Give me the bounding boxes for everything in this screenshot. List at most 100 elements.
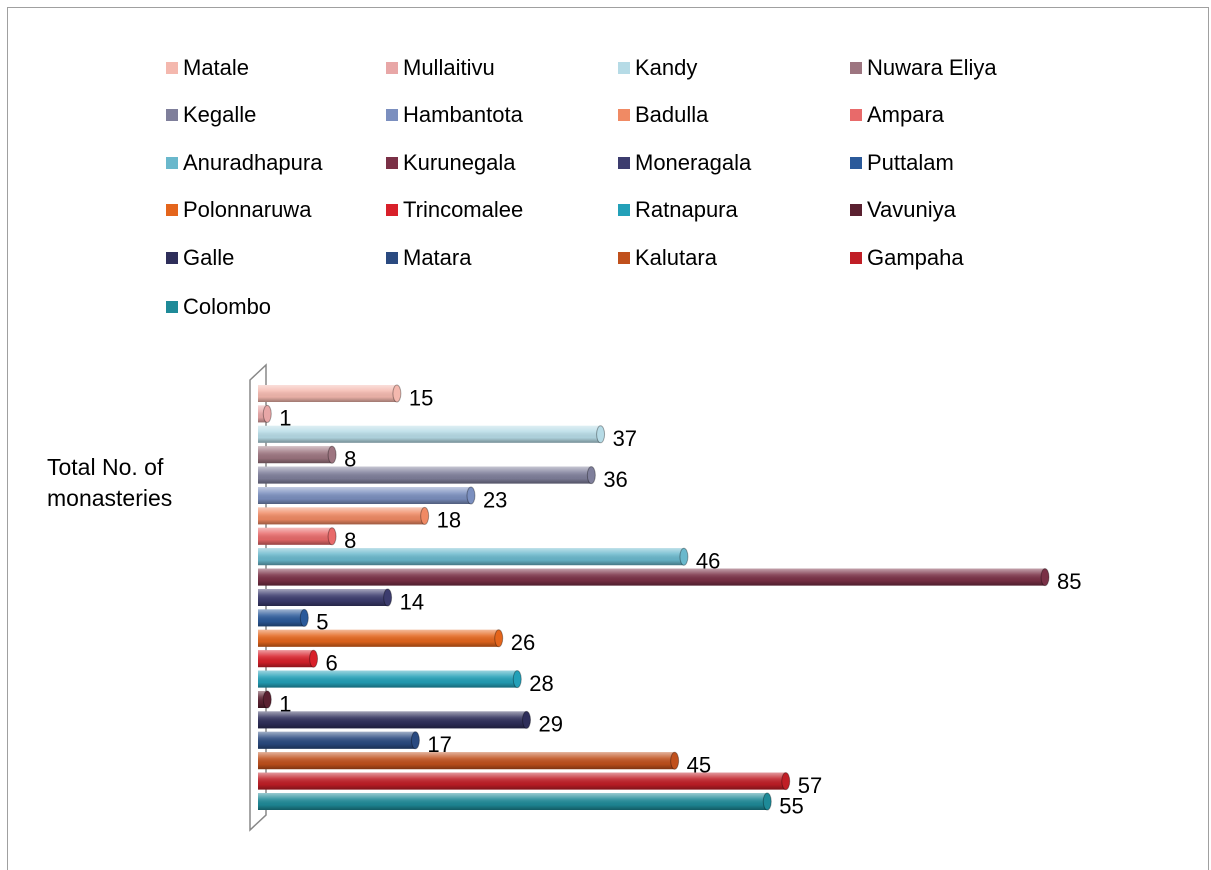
- legend-label: Kandy: [635, 55, 697, 80]
- legend-swatch: [850, 252, 862, 264]
- bar-cap: [410, 731, 420, 750]
- bar-shade: [258, 507, 425, 525]
- data-label: 29: [539, 712, 563, 737]
- legend-swatch: [166, 301, 178, 313]
- data-label: 1: [279, 406, 291, 431]
- data-label: 14: [400, 589, 424, 614]
- legend-swatch: [166, 157, 178, 169]
- bar-cap: [522, 710, 532, 729]
- bar-shade: [258, 691, 268, 708]
- bar-cap: [420, 506, 430, 525]
- data-label: 23: [483, 487, 507, 512]
- data-label: 18: [437, 508, 461, 533]
- legend-swatch: [386, 204, 398, 216]
- legend-label: Puttalam: [867, 150, 954, 175]
- bar-shade: [258, 527, 333, 545]
- legend-swatch: [386, 252, 398, 264]
- data-label: 5: [316, 610, 328, 635]
- legend-label: Vavuniya: [867, 197, 957, 222]
- bar-cap: [327, 445, 337, 464]
- bar-cap: [383, 588, 393, 607]
- data-label: 57: [798, 773, 822, 798]
- data-label: 55: [779, 793, 803, 818]
- legend-label: Galle: [183, 245, 234, 270]
- legend-label: Gampaha: [867, 245, 964, 270]
- bar-cap: [670, 751, 680, 770]
- data-label: 37: [613, 426, 637, 451]
- bar-cap: [596, 425, 606, 444]
- legend-swatch: [618, 252, 630, 264]
- bar-cap: [466, 486, 476, 505]
- legend-swatch: [850, 62, 862, 74]
- legend-label: Trincomalee: [403, 197, 523, 222]
- bar-shade: [258, 568, 1045, 586]
- legend-swatch: [618, 204, 630, 216]
- legend-swatch: [166, 62, 178, 74]
- bar-shade: [258, 446, 333, 464]
- bar-cap: [679, 547, 689, 566]
- bar-cap: [494, 629, 504, 648]
- bar-shade: [258, 385, 397, 402]
- bar-shade: [258, 670, 518, 688]
- data-label: 15: [409, 385, 433, 410]
- legend-label: Anuradhapura: [183, 150, 323, 175]
- bar-cap: [327, 527, 337, 546]
- bar-shade: [258, 731, 416, 749]
- bar-cap: [586, 466, 596, 485]
- frame: [7, 7, 1209, 870]
- bar-cap: [1040, 568, 1050, 587]
- bar-cap: [781, 772, 791, 791]
- bar-shade: [258, 772, 786, 790]
- bar-shade: [258, 629, 499, 647]
- legend-label: Ampara: [867, 102, 945, 127]
- bar-shade: [258, 548, 684, 566]
- data-label: 36: [603, 467, 627, 492]
- bar-cap: [309, 649, 319, 668]
- legend-label: Matale: [183, 55, 249, 80]
- bar-cap: [262, 404, 272, 423]
- legend-swatch: [166, 109, 178, 121]
- legend-swatch: [850, 204, 862, 216]
- legend-swatch: [618, 157, 630, 169]
- legend-swatch: [386, 109, 398, 121]
- legend-label: Hambantota: [403, 102, 524, 127]
- bar-cap: [262, 690, 272, 709]
- data-label: 1: [279, 691, 291, 716]
- bar-shade: [258, 589, 388, 606]
- data-label: 6: [326, 651, 338, 676]
- legend-label: Badulla: [635, 102, 709, 127]
- legend-label: Mullaitivu: [403, 55, 495, 80]
- bar-shade: [258, 752, 675, 770]
- legend-swatch: [618, 109, 630, 121]
- legend-swatch: [850, 157, 862, 169]
- data-label: 8: [344, 528, 356, 553]
- data-label: 85: [1057, 569, 1081, 594]
- legend-label: Polonnaruwa: [183, 197, 312, 222]
- legend-label: Ratnapura: [635, 197, 739, 222]
- legend-label: Colombo: [183, 294, 271, 319]
- legend-swatch: [166, 252, 178, 264]
- legend-swatch: [166, 204, 178, 216]
- legend-swatch: [386, 157, 398, 169]
- bar-shade: [258, 650, 314, 668]
- legend-label: Kalutara: [635, 245, 718, 270]
- bar-cap: [299, 608, 309, 627]
- bar-shade: [258, 609, 305, 627]
- bar-shade: [258, 466, 592, 484]
- data-label: 26: [511, 630, 535, 655]
- bar-shade: [258, 425, 601, 443]
- legend-label: Kegalle: [183, 102, 256, 127]
- legend-swatch: [850, 109, 862, 121]
- legend-label: Moneragala: [635, 150, 752, 175]
- category-label: Total No. of monasteries: [47, 454, 173, 511]
- legend-swatch: [618, 62, 630, 74]
- bar-shade: [258, 793, 768, 810]
- legend-label: Matara: [403, 245, 472, 270]
- bar-shade: [258, 405, 268, 423]
- data-label: 28: [529, 671, 553, 696]
- bar-cap: [392, 384, 402, 403]
- legend-label: Nuwara Eliya: [867, 55, 997, 80]
- legend-label: Kurunegala: [403, 150, 516, 175]
